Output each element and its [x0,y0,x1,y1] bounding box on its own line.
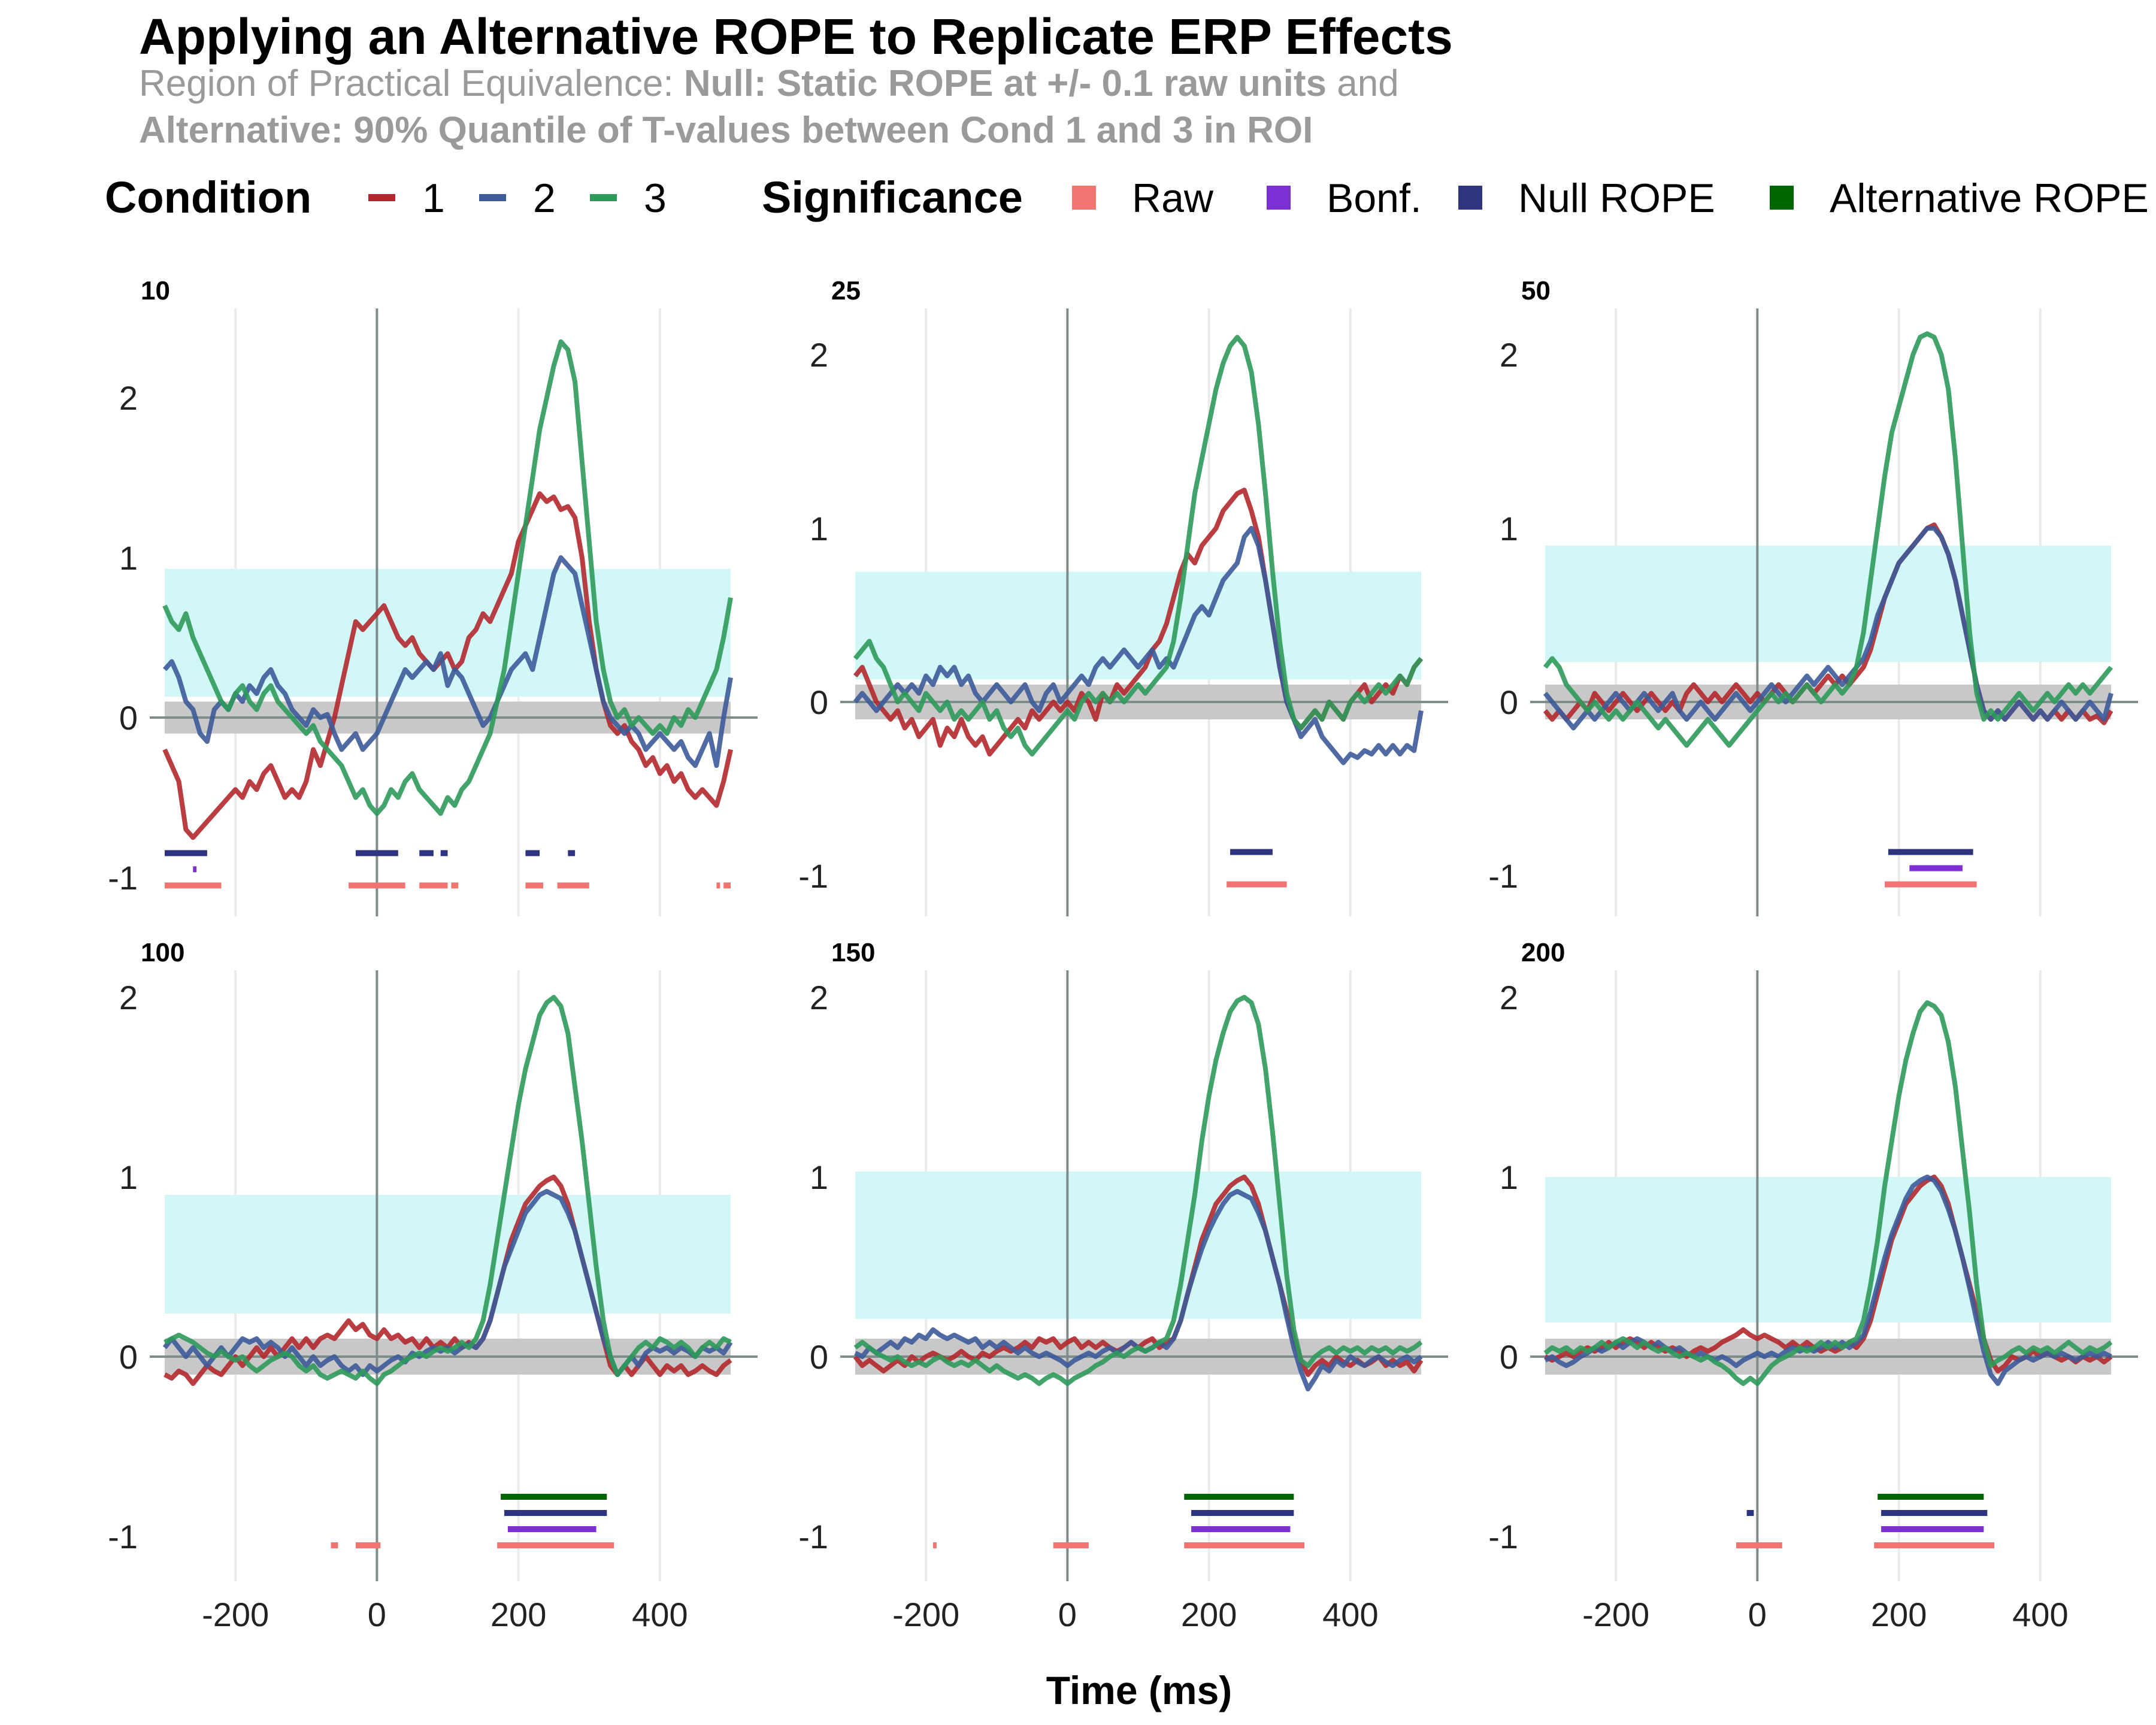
y-tick-label: 0 [119,1338,138,1376]
panel-25: -1 0 1 2 25 [798,276,1448,916]
y-tick-label: 1 [810,510,828,547]
chart-subtitle-line-2: Alternative: 90% Quantile of T-values be… [139,110,1313,151]
panel-title: 150 [831,938,875,967]
y-tick-label: 1 [1500,510,1518,547]
series-line-condition-2 [1544,1175,2112,1386]
x-axis-label: Time (ms) [1046,1668,1233,1712]
y-tick-label: 0 [1500,683,1518,721]
subtitle-prefix: Region of Practical Equivalence: [139,63,684,104]
y-tick-label: -1 [1488,857,1518,895]
legend-significance-key-0 [1072,186,1096,210]
panel-title: 10 [141,276,170,305]
legend-significance-label-0: Raw [1132,175,1214,221]
legend-significance-label-3: Alternative ROPE [1830,175,2149,221]
legend-condition-label-1: 1 [422,175,445,221]
subtitle-null-rope: Null: Static ROPE at +/- 0.1 raw units [684,63,1327,104]
legend-condition-label-2: 2 [533,175,556,221]
y-tick-label: 1 [119,539,138,577]
legend-title-significance: Significance [762,172,1023,222]
legend-condition-label-3: 3 [644,175,667,221]
panel-10: -1 0 1 2 10 [108,276,758,916]
panel-100: -1 0 1 2 -200 0 200 400 100 [108,938,758,1633]
alternative-rope-band [855,571,1421,680]
x-tick-label: 200 [1871,1596,1927,1633]
series-line-condition-3 [853,995,1423,1386]
x-tick-label: 400 [632,1596,688,1633]
x-tick-label: -200 [202,1596,269,1633]
panel-title: 100 [141,938,184,967]
y-tick-label: 0 [1500,1338,1518,1376]
y-tick-label: 2 [810,979,828,1016]
x-tick-label: 400 [1322,1596,1378,1633]
legend-significance-key-2 [1458,186,1482,210]
y-tick-label: 1 [1500,1158,1518,1196]
legend-significance-key-3 [1770,186,1794,210]
y-tick-label: 0 [119,699,138,737]
series-line-condition-3 [1543,1000,2113,1386]
series-line-condition-2 [162,1189,733,1377]
y-tick-label: -1 [798,857,828,895]
series-line-condition-1 [162,491,733,840]
x-tick-label: 0 [1748,1596,1767,1633]
x-tick-label: 400 [2012,1596,2068,1633]
y-tick-label: 2 [119,379,138,417]
y-tick-label: 2 [1500,979,1518,1016]
x-tick-label: 200 [490,1596,546,1633]
x-tick-label: 0 [1058,1596,1077,1633]
y-tick-label: -1 [108,1518,138,1555]
series-line-condition-3 [162,339,733,816]
legend-title-condition: Condition [105,172,311,222]
series-line-condition-2 [162,555,733,768]
series-line-condition-3 [853,335,1424,756]
y-tick-label: -1 [798,1518,828,1555]
legend-significance-key-1 [1267,186,1291,210]
y-tick-label: -1 [1488,1518,1518,1555]
chart-title: Applying an Alternative ROPE to Replicat… [139,8,1453,65]
subtitle-suffix: and [1327,63,1399,104]
panel-title: 200 [1521,938,1565,967]
panel-title: 25 [831,276,861,305]
y-tick-label: 0 [810,683,828,721]
series-line-condition-2 [1543,526,2113,731]
panel-200: -1 0 1 2 -200 0 200 400 200 [1488,938,2138,1633]
chart-subtitle-line-1: Region of Practical Equivalence: Null: S… [139,63,1399,104]
x-tick-label: 200 [1181,1596,1237,1633]
legend-significance-label-2: Null ROPE [1518,175,1715,221]
x-tick-label: -200 [892,1596,959,1633]
panel-50: -1 0 1 2 50 [1488,276,2138,916]
alternative-rope-band [1545,1177,2111,1322]
legend: Condition 1 2 3 Significance Raw Bonf. Null ROP… [105,172,2149,222]
alternative-rope-band [855,1172,1421,1319]
series-line-condition-3 [1543,331,2113,748]
panel-title: 50 [1521,276,1551,305]
x-tick-label: 0 [368,1596,386,1633]
alternative-rope-band [1545,546,2111,662]
alternative-rope-band [165,1195,731,1314]
series-line-condition-2 [853,526,1424,765]
y-tick-label: 2 [810,336,828,374]
panel-150: -1 0 1 2 -200 0 200 400 150 [798,938,1448,1633]
y-tick-label: 1 [119,1158,138,1196]
x-tick-label: -200 [1582,1596,1649,1633]
y-tick-label: -1 [108,859,138,897]
y-tick-label: 0 [810,1338,828,1376]
y-tick-label: 1 [810,1158,828,1196]
series-line-condition-3 [163,995,732,1386]
y-tick-label: 2 [1500,336,1518,374]
y-tick-label: 2 [119,979,138,1016]
legend-significance-label-1: Bonf. [1327,175,1422,221]
